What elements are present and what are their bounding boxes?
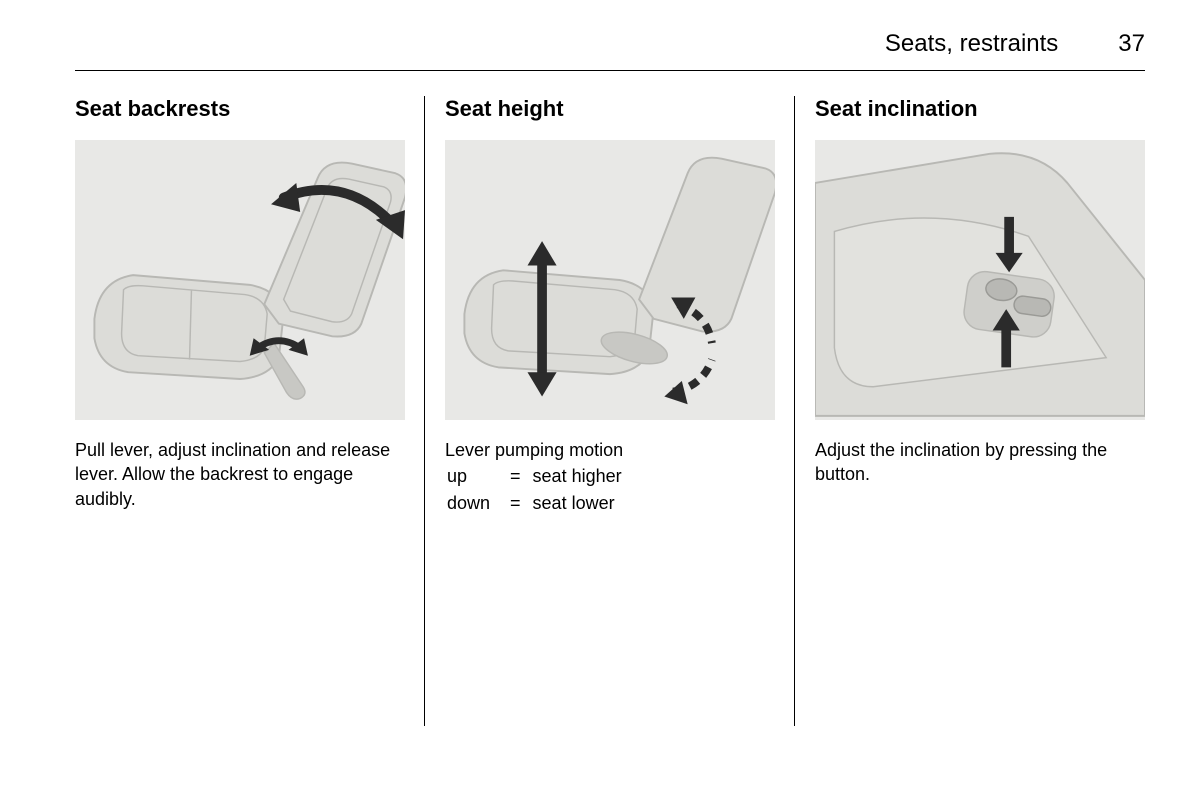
section-title: Seats, restraints [885, 30, 1058, 58]
table-eq: = [500, 464, 531, 488]
heading-inclination: Seat inclination [815, 96, 1145, 122]
content-columns: Seat backrests [75, 96, 1145, 517]
description-height-lead: Lever pumping motion [445, 438, 775, 462]
description-backrests: Pull lever, adjust inclination and relea… [75, 438, 405, 511]
seat-backrest-icon [75, 140, 405, 420]
page-header: Seats, restraints 37 [75, 30, 1145, 58]
table-val: seat higher [533, 464, 630, 488]
illustration-backrests [75, 140, 405, 420]
table-row: down = seat lower [447, 491, 630, 515]
page-number: 37 [1118, 30, 1145, 58]
manual-page: Seats, restraints 37 Seat backrests [0, 0, 1200, 547]
illustration-height [445, 140, 775, 420]
header-divider [75, 70, 1145, 71]
heading-height: Seat height [445, 96, 775, 122]
column-inclination: Seat inclination [795, 96, 1145, 517]
table-key: down [447, 491, 498, 515]
table-row: up = seat higher [447, 464, 630, 488]
table-eq: = [500, 491, 531, 515]
description-inclination: Adjust the inclination by pressing the b… [815, 438, 1145, 487]
column-backrests: Seat backrests [75, 96, 425, 517]
table-key: up [447, 464, 498, 488]
table-val: seat lower [533, 491, 630, 515]
heading-backrests: Seat backrests [75, 96, 405, 122]
seat-height-icon [445, 140, 775, 420]
illustration-inclination [815, 140, 1145, 420]
column-height: Seat height [425, 96, 795, 517]
height-table: up = seat higher down = seat lower [445, 462, 632, 517]
seat-inclination-icon [815, 140, 1145, 420]
